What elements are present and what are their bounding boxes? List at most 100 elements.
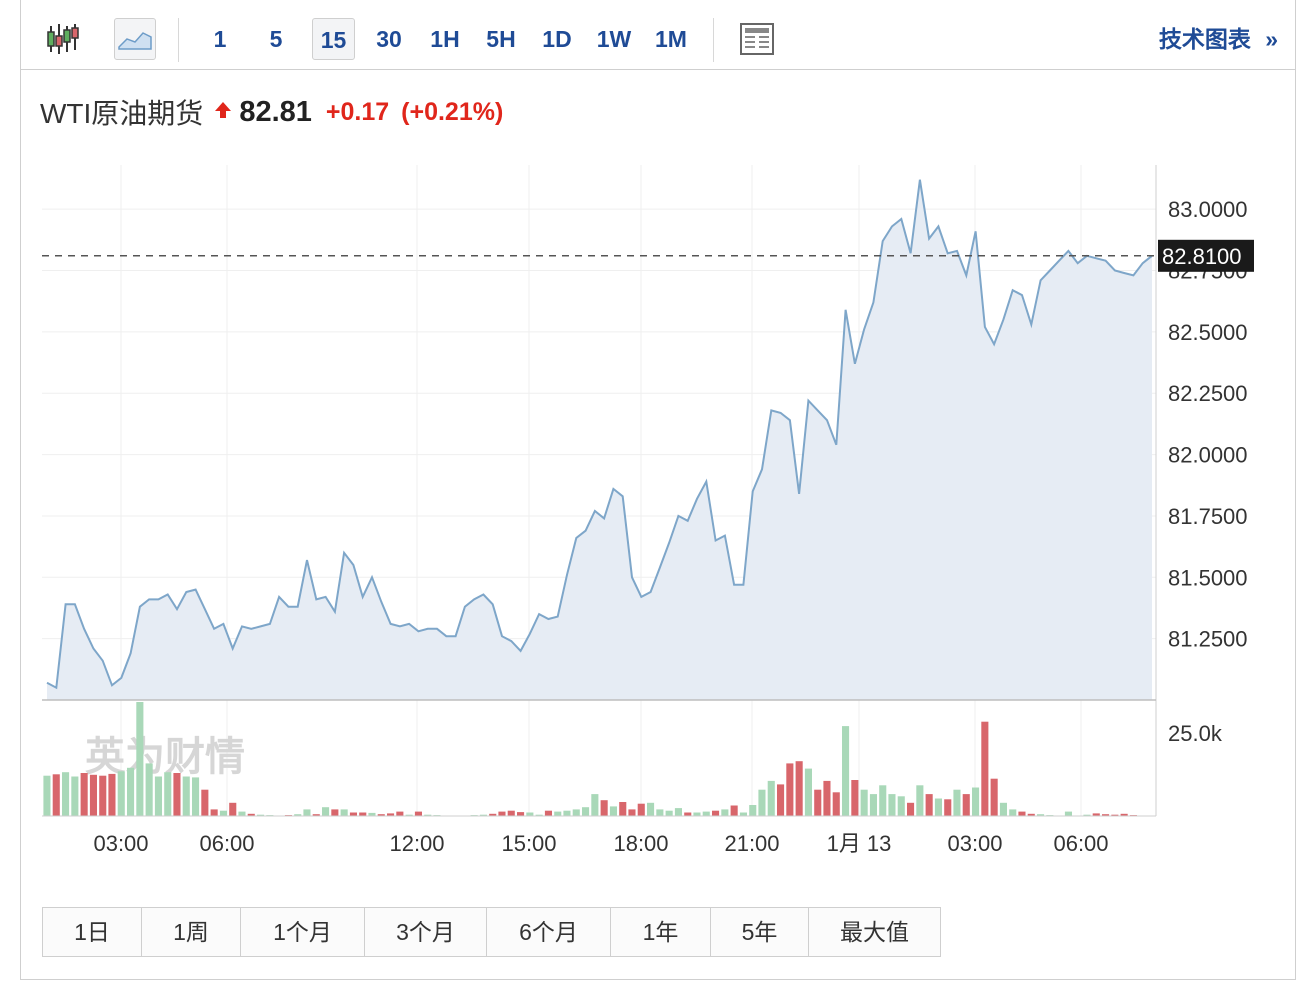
volume-bar	[888, 794, 896, 816]
toolbar-separator	[713, 18, 714, 62]
x-tick-label: 03:00	[93, 831, 148, 856]
x-tick-label: 1月 13	[827, 831, 892, 856]
volume-bar	[414, 811, 422, 816]
y-tick-label: 81.7500	[1168, 504, 1248, 529]
price-chart[interactable]: 英为财情 83.000082.750082.500082.250082.0000…	[0, 0, 1308, 880]
volume-bar	[842, 726, 850, 816]
volume-bar	[257, 814, 265, 816]
volume-bar	[108, 773, 116, 816]
volume-bar	[368, 812, 376, 816]
volume-bar	[1120, 813, 1128, 816]
volume-bar	[851, 780, 859, 816]
volume-bar	[340, 809, 348, 816]
volume-bar	[869, 794, 877, 816]
volume-bar	[1083, 814, 1091, 816]
timeframe-1[interactable]: 1	[213, 26, 227, 52]
volume-bar	[572, 809, 580, 816]
range-1d[interactable]: 1日	[43, 908, 142, 956]
candlestick-chart-icon[interactable]	[42, 18, 84, 60]
volume-bar	[1092, 813, 1100, 816]
y-tick-label: 82.5000	[1168, 320, 1248, 345]
y-tick-label: 82.2500	[1168, 381, 1248, 406]
volume-bar	[424, 814, 432, 816]
area-chart-icon[interactable]	[114, 18, 156, 60]
volume-bar	[219, 810, 227, 816]
timeframe-5[interactable]: 5	[269, 26, 283, 52]
volume-bar	[944, 799, 952, 816]
x-tick-label: 06:00	[199, 831, 254, 856]
last-price-label-bg	[1158, 239, 1254, 272]
volume-bar	[582, 807, 590, 816]
timeframe-1h[interactable]: 1H	[430, 26, 460, 52]
x-tick-label: 21:00	[724, 831, 779, 856]
volume-bar	[1027, 813, 1035, 816]
volume-bar	[182, 776, 190, 816]
volume-bar	[312, 814, 320, 816]
volume-bar	[897, 796, 905, 816]
volume-bar	[1064, 811, 1072, 816]
toolbar-separator	[178, 18, 179, 62]
volume-bar	[730, 805, 738, 816]
volume-bar	[684, 812, 692, 816]
news-layout-icon[interactable]	[736, 18, 778, 60]
volume-bar	[767, 780, 775, 816]
y-axis-ticks: 83.000082.750082.500082.250082.000081.75…	[1168, 197, 1248, 746]
volume-bar	[201, 789, 209, 816]
volume-bar	[154, 776, 162, 816]
volume-bar	[693, 812, 701, 816]
range-3m[interactable]: 3个月	[365, 908, 487, 956]
volume-bar	[331, 809, 339, 816]
timeframe-5h[interactable]: 5H	[486, 26, 516, 52]
chart-axes	[42, 165, 1157, 817]
volume-bar	[990, 778, 998, 816]
timeframe-30[interactable]: 30	[376, 26, 402, 52]
y-tick-label: 83.0000	[1168, 197, 1248, 222]
x-tick-label: 18:00	[613, 831, 668, 856]
volume-bar	[396, 811, 404, 816]
range-1y[interactable]: 1年	[611, 908, 711, 956]
volume-bar	[916, 785, 924, 816]
volume-bar	[294, 814, 302, 816]
volume-bar	[62, 772, 70, 816]
x-axis-ticks: 03:00 06:00 12:00 15:00 18:00 21:00 1月 13 03:00…	[93, 831, 1108, 856]
range-max[interactable]: 最大值	[840, 919, 909, 945]
timeframe-1m[interactable]: 1M	[655, 26, 687, 52]
timeframe-1d[interactable]: 1D	[542, 26, 572, 52]
instrument-name: WTI原油期货	[40, 98, 204, 129]
y-tick-label: 82.0000	[1168, 443, 1248, 468]
volume-bar	[145, 763, 153, 816]
last-price: 82.81	[239, 95, 312, 128]
technical-chart-link[interactable]: 技术图表 »	[1159, 18, 1278, 60]
range-5y[interactable]: 5年	[711, 908, 809, 956]
volume-bar	[739, 812, 747, 816]
price-change-percent: (+0.21%)	[401, 97, 504, 126]
volume-bar	[907, 802, 915, 816]
volume-bar	[860, 789, 868, 816]
volume-bar	[1102, 814, 1110, 816]
volume-tick-label: 25.0k	[1168, 721, 1223, 746]
volume-bar	[238, 811, 246, 816]
volume-bar	[526, 812, 534, 816]
range-6m[interactable]: 6个月	[487, 908, 611, 956]
volume-bar	[1037, 814, 1045, 816]
volume-bar	[628, 809, 636, 816]
volume-bar	[879, 785, 887, 816]
volume-bar	[999, 802, 1007, 816]
volume-bar	[89, 774, 97, 816]
volume-bar	[535, 814, 543, 816]
volume-bar	[814, 789, 822, 816]
volume-bar	[1111, 814, 1119, 816]
timeframe-1w[interactable]: 1W	[596, 26, 632, 52]
volume-bar	[507, 810, 515, 816]
volume-bar	[749, 805, 757, 816]
volume-bar	[1018, 811, 1026, 816]
volume-bar	[712, 810, 720, 816]
volume-bar	[554, 811, 562, 816]
chart-toolbar: 1 5 15 30 1H 5H 1D 1W 1M 技术图表 »	[20, 10, 1296, 70]
watermark-logo: 英为财情	[85, 735, 245, 779]
volume-bar	[563, 810, 571, 816]
volume-bar	[721, 809, 729, 816]
timeframe-15[interactable]: 15	[312, 18, 355, 60]
range-1m[interactable]: 1个月	[241, 908, 365, 956]
range-1w[interactable]: 1周	[142, 908, 241, 956]
